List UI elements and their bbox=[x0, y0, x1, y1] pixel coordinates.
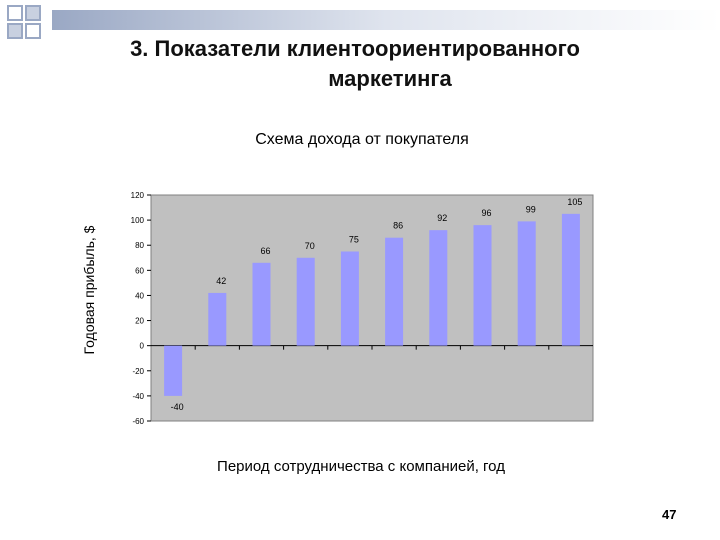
slide-title-line2: маркетинга bbox=[328, 66, 452, 91]
page-number: 47 bbox=[662, 507, 677, 522]
data-label: 42 bbox=[216, 276, 226, 286]
y-tick-label: 80 bbox=[135, 241, 144, 250]
header-decoration bbox=[7, 5, 720, 39]
chart-title: Схема дохода от покупателя bbox=[255, 131, 469, 148]
data-label: 96 bbox=[481, 208, 491, 218]
bar bbox=[164, 345, 183, 396]
bar bbox=[296, 257, 315, 346]
data-label: 70 bbox=[305, 241, 315, 251]
slide-title: 3. Показатели клиентоориентированного ма… bbox=[0, 34, 720, 94]
y-tick-label: 60 bbox=[135, 266, 144, 275]
data-label: -40 bbox=[171, 402, 184, 412]
data-label: 86 bbox=[393, 221, 403, 231]
bar bbox=[517, 221, 536, 346]
slide-title-line1: 3. Показатели клиентоориентированного bbox=[130, 36, 580, 61]
bar bbox=[208, 292, 227, 346]
data-label: 75 bbox=[349, 235, 359, 245]
data-label: 92 bbox=[437, 213, 447, 223]
y-tick-label: 40 bbox=[135, 291, 144, 300]
bar bbox=[561, 213, 580, 346]
bar bbox=[429, 230, 448, 346]
y-tick-label: -20 bbox=[132, 367, 144, 376]
bar bbox=[252, 262, 271, 346]
y-tick-label: 100 bbox=[131, 216, 145, 225]
y-tick-label: -60 bbox=[132, 417, 144, 426]
y-tick-label: 120 bbox=[131, 191, 145, 200]
x-axis-label: Период сотрудничества с компанией, год bbox=[217, 458, 505, 475]
y-axis-label: Годовая прибыль, $ bbox=[81, 225, 97, 355]
y-tick-label: 0 bbox=[140, 342, 145, 351]
bar bbox=[385, 237, 404, 346]
data-label: 99 bbox=[526, 204, 536, 214]
y-tick-label: -40 bbox=[132, 392, 144, 401]
y-tick-label: 20 bbox=[135, 317, 144, 326]
bar bbox=[340, 251, 359, 346]
data-label: 105 bbox=[567, 197, 582, 207]
bar bbox=[473, 225, 492, 346]
data-label: 66 bbox=[260, 246, 270, 256]
